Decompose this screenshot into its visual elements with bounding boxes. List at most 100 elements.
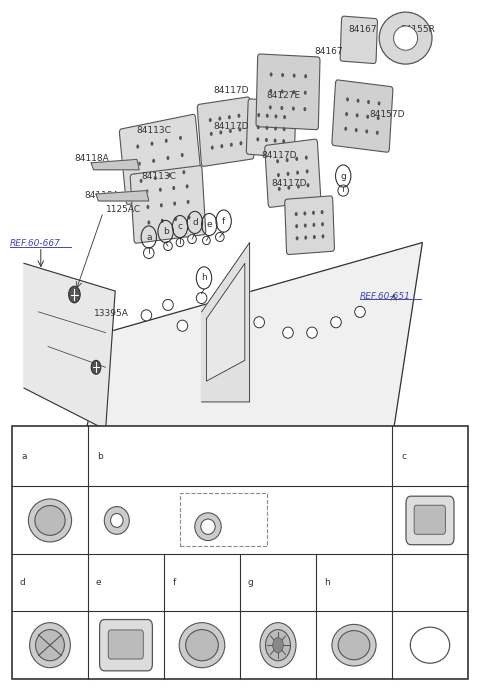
- Circle shape: [275, 114, 277, 119]
- Circle shape: [228, 115, 231, 119]
- Ellipse shape: [144, 247, 154, 258]
- FancyBboxPatch shape: [340, 16, 377, 64]
- Text: b: b: [163, 227, 168, 236]
- Circle shape: [159, 188, 162, 192]
- Text: a: a: [146, 233, 152, 241]
- Circle shape: [209, 118, 212, 122]
- Text: f: f: [173, 579, 176, 587]
- Polygon shape: [91, 159, 139, 170]
- Ellipse shape: [186, 629, 218, 661]
- Text: (091020-130601): (091020-130601): [192, 502, 254, 509]
- Ellipse shape: [177, 320, 188, 331]
- Circle shape: [274, 126, 277, 130]
- Circle shape: [312, 223, 315, 227]
- Ellipse shape: [331, 317, 341, 328]
- Circle shape: [283, 127, 286, 131]
- Text: h: h: [324, 579, 329, 587]
- Circle shape: [145, 189, 148, 193]
- Circle shape: [240, 141, 242, 146]
- Circle shape: [218, 116, 221, 121]
- Circle shape: [138, 161, 141, 166]
- Text: 84148: 84148: [40, 451, 71, 462]
- Text: 13395A: 13395A: [94, 309, 129, 317]
- Circle shape: [211, 146, 214, 150]
- FancyBboxPatch shape: [197, 97, 254, 166]
- Ellipse shape: [163, 299, 173, 310]
- Circle shape: [345, 112, 348, 116]
- Ellipse shape: [176, 238, 184, 247]
- Circle shape: [283, 115, 286, 119]
- Circle shape: [269, 89, 272, 93]
- Ellipse shape: [196, 292, 207, 304]
- Circle shape: [270, 73, 273, 77]
- Ellipse shape: [110, 514, 123, 527]
- Circle shape: [297, 184, 300, 188]
- Circle shape: [322, 234, 324, 238]
- Ellipse shape: [28, 499, 72, 542]
- Text: d: d: [192, 218, 198, 227]
- Ellipse shape: [338, 185, 348, 196]
- Circle shape: [188, 216, 191, 220]
- FancyBboxPatch shape: [332, 80, 393, 152]
- Ellipse shape: [164, 241, 172, 251]
- Text: c: c: [178, 222, 182, 231]
- Circle shape: [366, 114, 369, 119]
- Circle shape: [304, 91, 307, 95]
- Ellipse shape: [216, 232, 224, 241]
- Text: 71107: 71107: [38, 578, 69, 588]
- Text: 84142N: 84142N: [342, 578, 381, 588]
- Circle shape: [295, 212, 298, 216]
- Circle shape: [151, 141, 154, 146]
- Text: 84117D: 84117D: [214, 86, 249, 94]
- Ellipse shape: [307, 327, 317, 338]
- Text: 84167: 84167: [314, 48, 343, 56]
- Circle shape: [356, 114, 359, 118]
- Text: g: g: [248, 579, 253, 587]
- Polygon shape: [96, 191, 149, 201]
- FancyBboxPatch shape: [120, 114, 202, 204]
- Text: c: c: [401, 452, 407, 461]
- Circle shape: [313, 235, 316, 239]
- Circle shape: [256, 137, 259, 141]
- FancyBboxPatch shape: [180, 493, 267, 546]
- Circle shape: [179, 136, 182, 140]
- Bar: [12, 426, 468, 679]
- Text: 1125AC: 1125AC: [106, 205, 141, 213]
- Circle shape: [286, 158, 288, 162]
- Circle shape: [344, 127, 347, 131]
- Ellipse shape: [30, 622, 71, 668]
- Circle shape: [273, 638, 283, 653]
- Circle shape: [181, 153, 184, 157]
- Text: f: f: [222, 217, 225, 225]
- Circle shape: [304, 223, 307, 227]
- Circle shape: [167, 156, 169, 160]
- Circle shape: [282, 139, 285, 143]
- FancyBboxPatch shape: [414, 505, 445, 534]
- Circle shape: [304, 236, 307, 240]
- Circle shape: [172, 186, 175, 190]
- Circle shape: [281, 73, 284, 77]
- Circle shape: [238, 114, 240, 118]
- Text: 84155R: 84155R: [401, 26, 436, 34]
- Ellipse shape: [201, 519, 215, 534]
- Circle shape: [219, 130, 222, 134]
- FancyBboxPatch shape: [256, 54, 320, 130]
- Circle shape: [147, 220, 150, 225]
- Circle shape: [265, 126, 268, 130]
- Polygon shape: [206, 263, 245, 381]
- Text: 84133C: 84133C: [114, 578, 152, 588]
- Circle shape: [136, 145, 139, 149]
- Ellipse shape: [332, 624, 376, 666]
- Circle shape: [174, 217, 177, 221]
- Text: 84191G: 84191G: [408, 578, 445, 588]
- Circle shape: [312, 211, 315, 215]
- Polygon shape: [202, 243, 250, 402]
- Circle shape: [257, 125, 260, 130]
- Circle shape: [321, 210, 324, 214]
- Circle shape: [152, 159, 155, 163]
- Circle shape: [296, 170, 299, 175]
- Circle shape: [355, 128, 358, 132]
- Circle shape: [281, 89, 284, 94]
- FancyBboxPatch shape: [265, 139, 321, 207]
- Circle shape: [276, 159, 279, 164]
